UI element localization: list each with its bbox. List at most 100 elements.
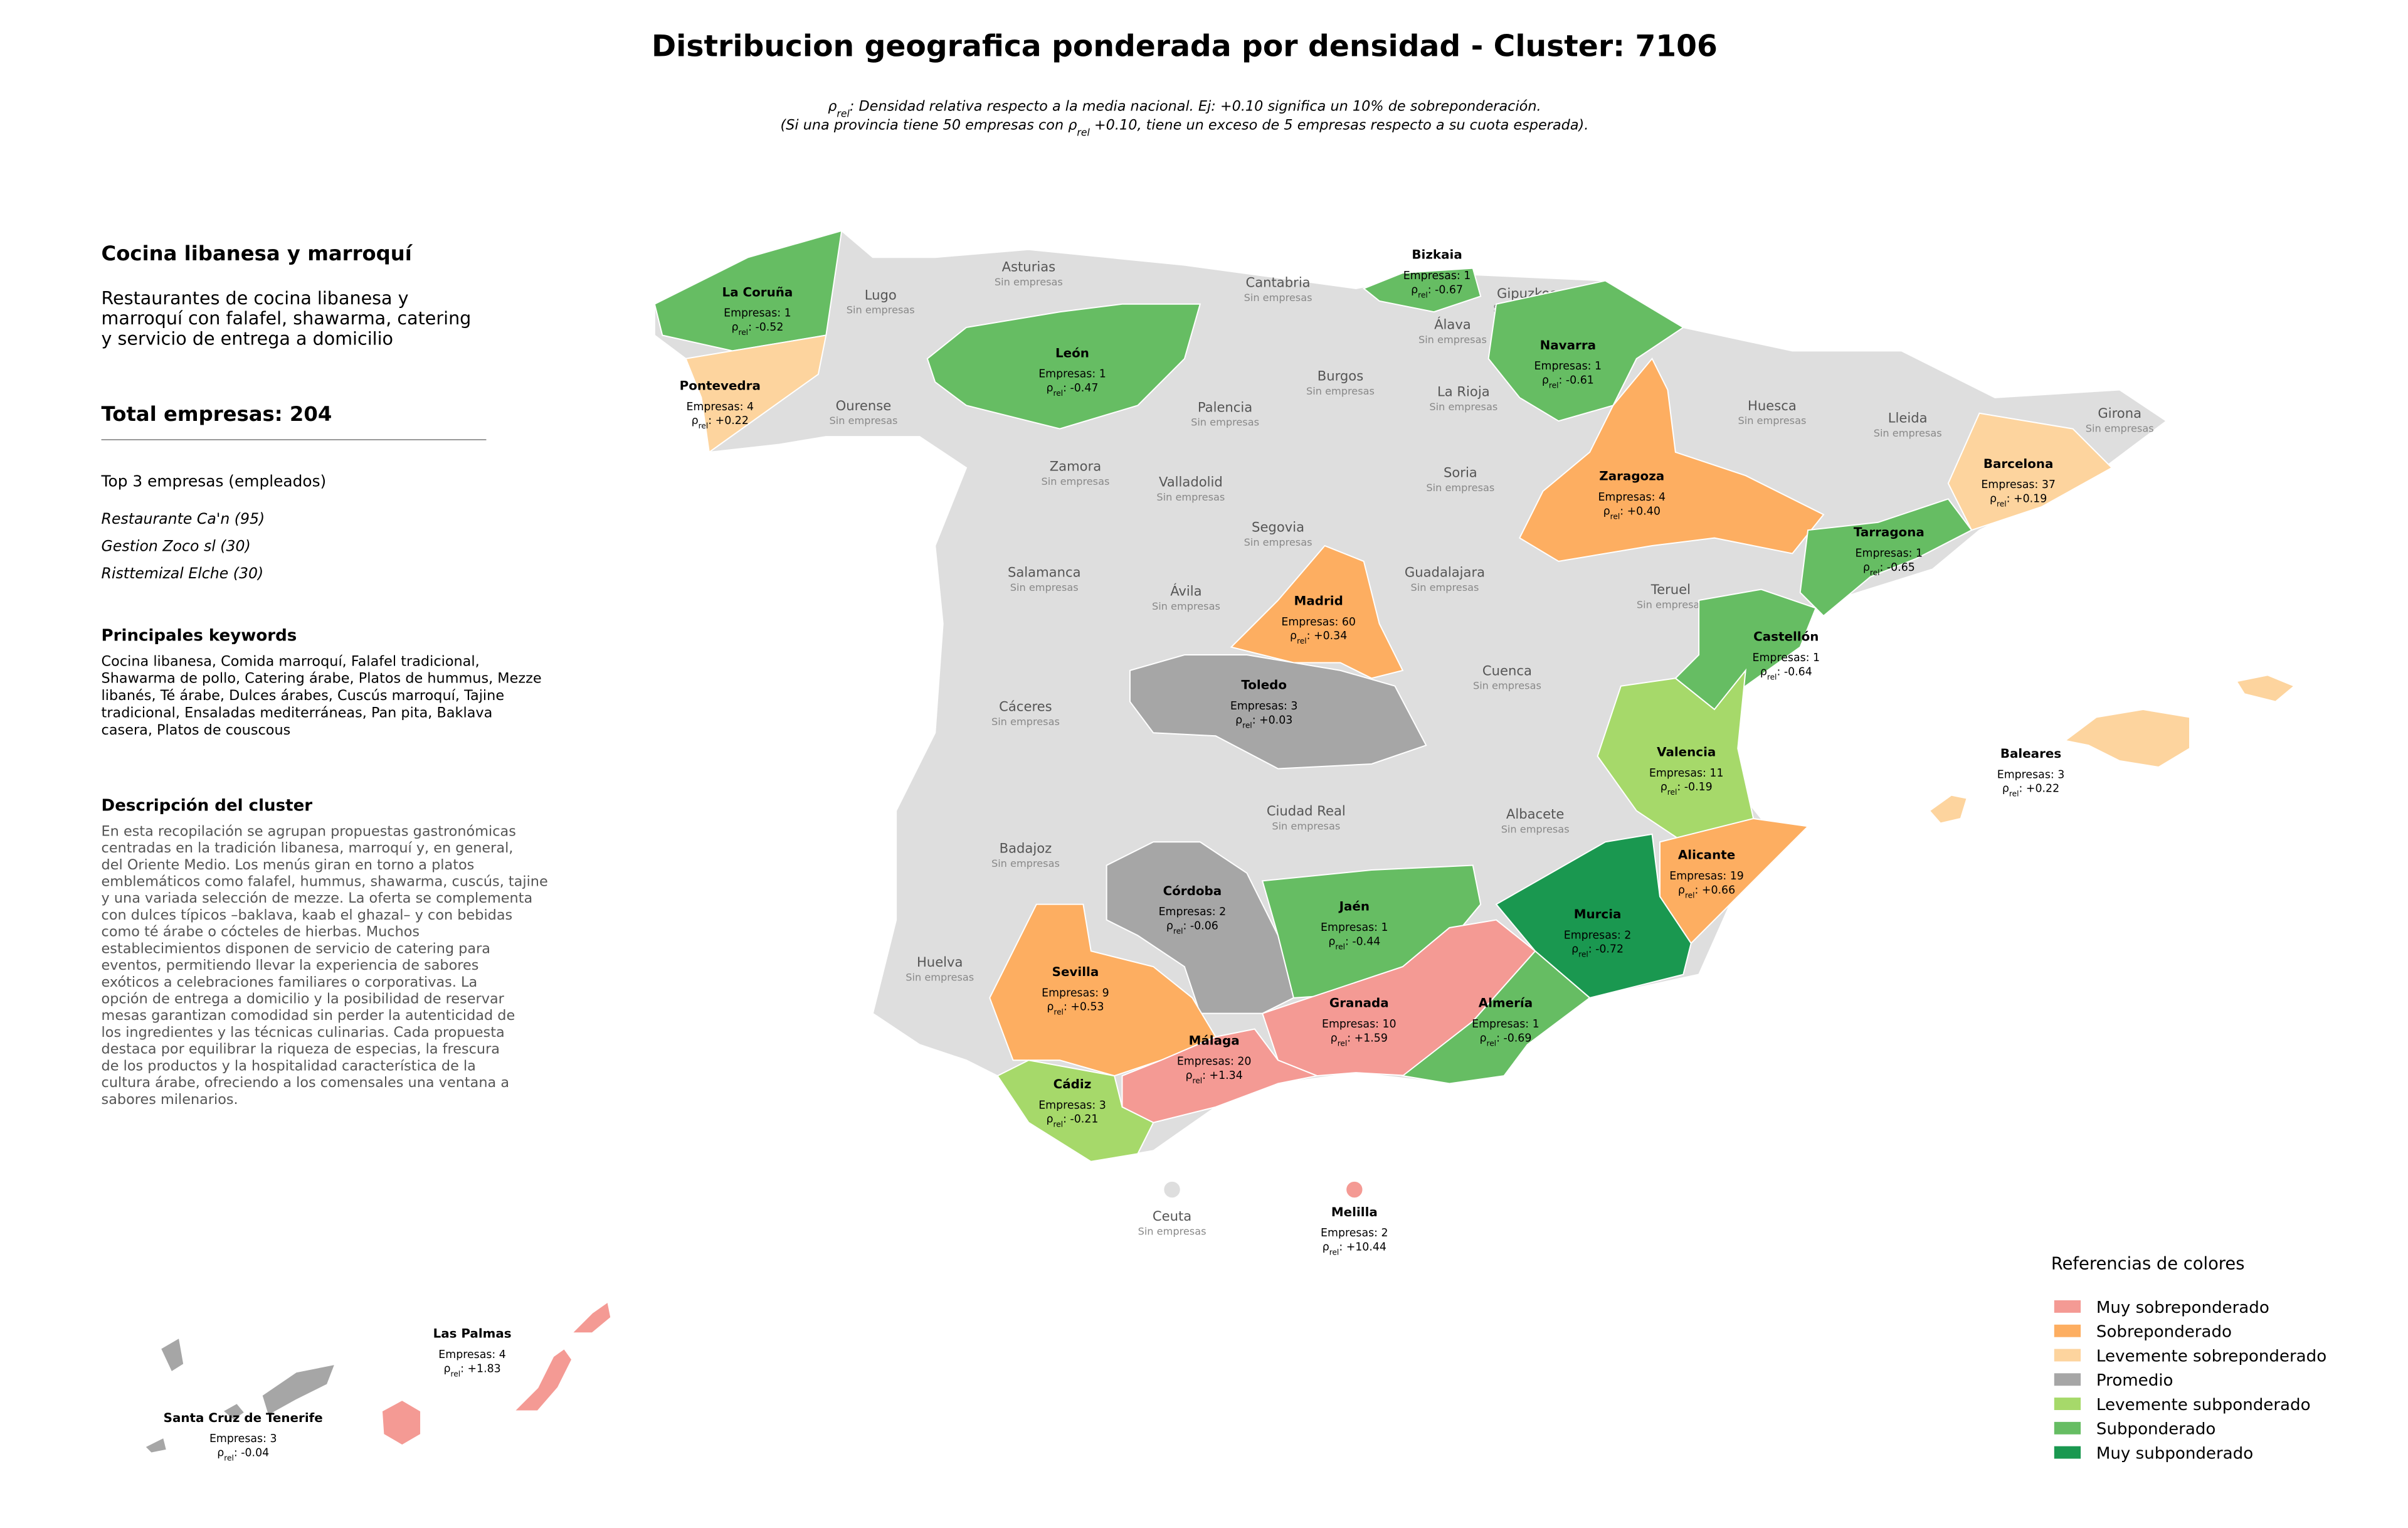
province-shape [1345, 1180, 1364, 1199]
province-rho: ρrel: +0.22 [2002, 783, 2059, 798]
province-shape [996, 1059, 1154, 1162]
text-segment: ρ [1571, 943, 1578, 956]
province-name: Málaga [1189, 1033, 1240, 1048]
text-segment: : -0.04 [234, 1447, 269, 1460]
text-segment: : -0.64 [1777, 666, 1812, 678]
text-segment: rel [1054, 389, 1064, 398]
text-segment: ρ [1863, 561, 1870, 574]
text-segment: ρ [692, 415, 699, 427]
province-rho: ρrel: +1.59 [1331, 1032, 1388, 1048]
province-name: Navarra [1540, 338, 1596, 353]
province-name: Huesca [1748, 398, 1797, 413]
text-segment: ρ [443, 1362, 450, 1375]
province-rho: ρrel: -0.21 [1046, 1113, 1098, 1129]
summary-line: y servicio de entrega a domicilio [102, 327, 393, 349]
text-segment: rel [1486, 1039, 1496, 1048]
province-name: Barcelona [1983, 457, 2054, 471]
province-shape [989, 903, 1217, 1077]
province-name: Burgos [1318, 368, 1363, 384]
text-segment: ρ [1479, 1032, 1486, 1044]
province-shape [381, 1399, 422, 1446]
legend-label: Sobreponderado [2096, 1323, 2232, 1342]
province-name: Sevilla [1052, 965, 1099, 979]
text-segment: rel [837, 107, 850, 119]
text-segment: ρ [1046, 1113, 1053, 1126]
text-segment: : +0.34 [1307, 630, 1348, 642]
province-name: Cádiz [1054, 1077, 1092, 1091]
text-segment: rel [224, 1454, 234, 1463]
province-count: Empresas: 1 [1321, 921, 1388, 934]
province-name: Palencia [1198, 399, 1252, 415]
province-count: Empresas: 37 [1981, 479, 2056, 491]
text-segment: rel [1054, 1008, 1064, 1017]
province-rho: ρrel: +1.34 [1186, 1069, 1243, 1085]
province-count: Empresas: 11 [1649, 767, 1724, 780]
province-note: Sin empresas [1010, 581, 1079, 593]
text-segment: rel [1610, 512, 1620, 521]
province-shape [1928, 794, 1968, 824]
province-note: Sin empresas [1501, 823, 1570, 835]
province-name: Toledo [1241, 678, 1287, 692]
province-name: Jaén [1338, 899, 1370, 914]
text-segment: : -0.69 [1496, 1032, 1531, 1044]
province-name: Girona [2098, 405, 2141, 421]
text-segment: rel [1297, 637, 1307, 645]
province-rho: ρrel: +0.03 [1235, 714, 1292, 730]
province-rho: ρrel: -0.52 [731, 321, 783, 337]
province-shape [2235, 674, 2296, 703]
subtitle: (Si una provincia tiene 50 empresas con … [780, 117, 1588, 138]
text-segment: ρ [217, 1447, 224, 1460]
province-rho: ρrel: +0.53 [1047, 1001, 1104, 1017]
text-segment: ρ [1678, 884, 1685, 896]
province-name: Valladolid [1159, 474, 1223, 490]
province-note: Sin empresas [1306, 385, 1375, 397]
province-name: Santa Cruz de Tenerife [164, 1411, 323, 1425]
description-line: sabores milenarios. [102, 1091, 238, 1108]
text-segment: ρ [1603, 505, 1610, 517]
province-name: Cantabria [1245, 274, 1310, 290]
province-note: Sin empresas [1637, 598, 1705, 610]
province-shape [1597, 668, 1755, 843]
text-segment: : -0.06 [1183, 920, 1218, 932]
province-count: Empresas: 19 [1669, 870, 1744, 883]
province-name: Valencia [1657, 745, 1716, 760]
text-segment: ρ [1661, 781, 1667, 793]
text-segment: rel [1418, 290, 1428, 299]
province-name: Cuenca [1482, 662, 1532, 678]
province-shape [570, 1300, 612, 1334]
description-line: y una variada selección de mezze. La ofe… [102, 890, 533, 906]
province-name: Badajoz [1000, 841, 1052, 856]
text-segment: ρ [828, 98, 837, 115]
province-shape [1799, 498, 1973, 617]
description-line: exóticos a celebraciones familiares o co… [102, 974, 478, 990]
province-rho: ρrel: +0.19 [1990, 492, 2047, 508]
text-segment: : -0.21 [1063, 1113, 1098, 1126]
province-shape [144, 1436, 168, 1454]
description-line: con dulces típicos –baklava, kaab el gha… [102, 907, 513, 923]
province-note: Sin empresas [1418, 334, 1487, 346]
province-rho: ρrel: +0.22 [692, 415, 749, 430]
text-segment: : +0.22 [708, 415, 749, 427]
province-count: Empresas: 2 [1159, 906, 1227, 918]
province-note: Sin empresas [1429, 401, 1497, 413]
province-name: Alicante [1678, 848, 1735, 862]
province-rho: ρrel: +0.40 [1603, 505, 1661, 521]
province-count: Empresas: 3 [209, 1433, 277, 1445]
province-shape [1230, 544, 1404, 679]
province-name: Cáceres [999, 698, 1052, 714]
province-rho: ρrel: -0.44 [1328, 935, 1380, 951]
province-rho: ρrel: +0.34 [1290, 630, 1347, 645]
text-segment: : -0.47 [1063, 382, 1098, 395]
province-rho: ρrel: -0.72 [1571, 943, 1624, 959]
province-name: Zamora [1050, 459, 1102, 474]
text-segment: +0.10, tiene un exceso de 5 empresas res… [1090, 117, 1589, 133]
keyword-line: tradicional, Ensaladas mediterráneas, Pa… [102, 704, 493, 721]
province-count: Empresas: 20 [1177, 1056, 1252, 1068]
text-segment: : -0.19 [1677, 781, 1712, 793]
province-count: Empresas: 4 [686, 401, 754, 413]
province-name: Segovia [1252, 519, 1304, 535]
text-segment: : -0.44 [1345, 935, 1380, 948]
description-title: Descripción del cluster [102, 797, 313, 815]
text-segment: : Densidad relativa respecto a la media … [850, 98, 1541, 115]
text-segment: : -0.52 [748, 321, 783, 334]
